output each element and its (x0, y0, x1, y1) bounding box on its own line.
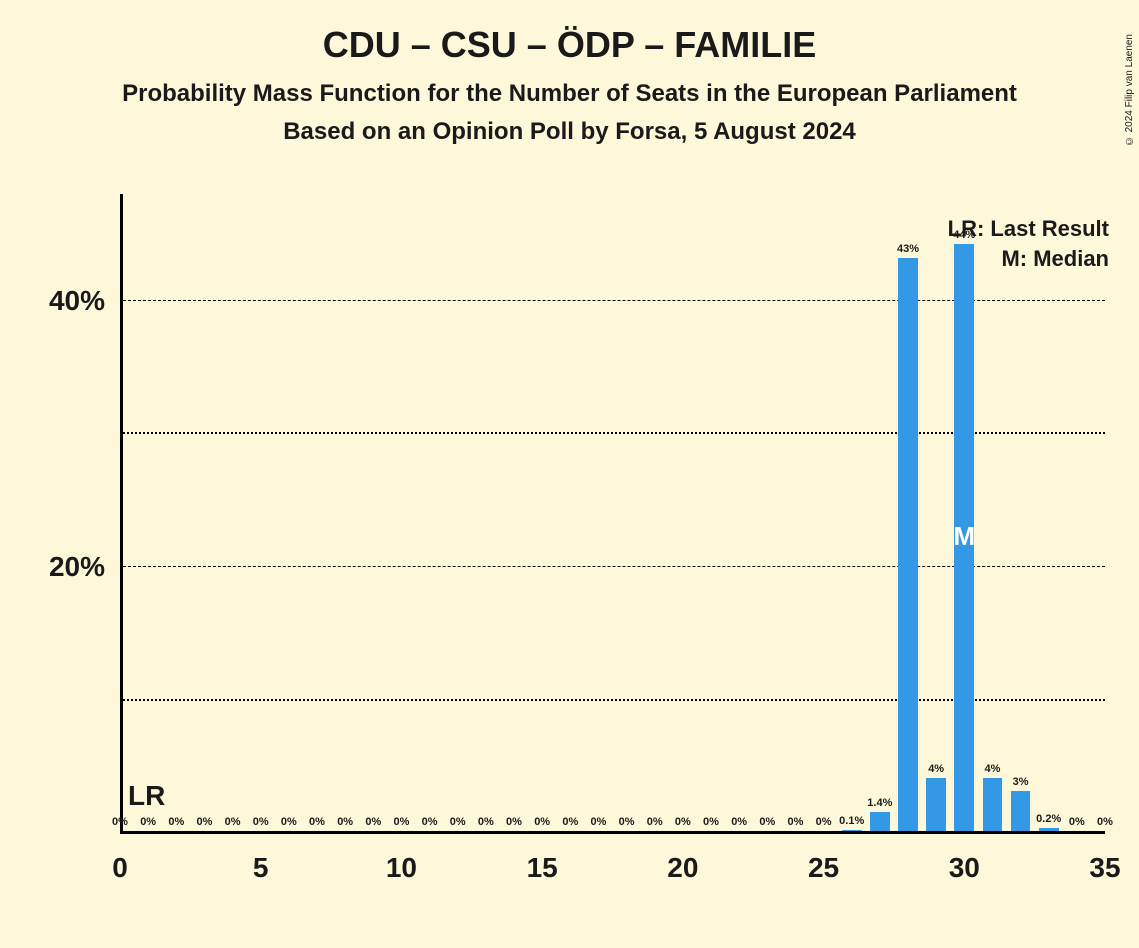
bar-value-label: 0% (112, 816, 128, 828)
bar-value-label: 0% (196, 816, 212, 828)
bar-value-label: 0% (168, 816, 184, 828)
bar-value-label: 0.2% (1036, 813, 1061, 825)
bar-value-label: 0% (140, 816, 156, 828)
chart-plot-area: 20%40%051015202530350%0%0%0%0%0%0%0%0%0%… (120, 234, 1105, 834)
bar (842, 830, 862, 831)
bar (870, 812, 890, 831)
bar-value-label: 0% (731, 816, 747, 828)
x-axis (120, 831, 1105, 834)
x-tick-label: 30 (949, 852, 980, 884)
chart-subtitle-2: Based on an Opinion Poll by Forsa, 5 Aug… (0, 118, 1139, 146)
bar-value-label: 0% (365, 816, 381, 828)
bar-value-label: 0% (506, 816, 522, 828)
x-tick-label: 25 (808, 852, 839, 884)
bar (1011, 791, 1031, 831)
y-tick-label: 20% (5, 551, 105, 583)
bar (1039, 828, 1059, 831)
x-tick-label: 15 (527, 852, 558, 884)
bar-value-label: 0% (647, 816, 663, 828)
bar-value-label: 0% (816, 816, 832, 828)
copyright-text: © 2024 Filip van Laenen (1124, 34, 1135, 146)
chart-subtitle-1: Probability Mass Function for the Number… (0, 80, 1139, 108)
lr-marker: LR (128, 780, 165, 812)
bar-value-label: 0% (787, 816, 803, 828)
y-axis (120, 194, 123, 834)
bar-value-label: 4% (928, 763, 944, 775)
bar-value-label: 0% (759, 816, 775, 828)
bar (926, 778, 946, 831)
bar-value-label: 0% (309, 816, 325, 828)
bar-value-label: 0% (225, 816, 241, 828)
x-tick-label: 20 (667, 852, 698, 884)
bar-value-label: 0% (703, 816, 719, 828)
y-tick-label: 40% (5, 285, 105, 317)
bar-value-label: 0% (337, 816, 353, 828)
bar-value-label: 44% (953, 229, 975, 241)
chart-title: CDU – CSU – ÖDP – FAMILIE (0, 24, 1139, 66)
bar-value-label: 3% (1013, 776, 1029, 788)
bar-value-label: 0% (675, 816, 691, 828)
x-tick-label: 35 (1089, 852, 1120, 884)
bar-value-label: 0% (422, 816, 438, 828)
bar-value-label: 0% (253, 816, 269, 828)
bar-value-label: 1.4% (867, 797, 892, 809)
bar-value-label: 43% (897, 243, 919, 255)
bar-value-label: 0% (281, 816, 297, 828)
bar-value-label: 0% (1097, 816, 1113, 828)
bar (898, 258, 918, 831)
bar-value-label: 0% (1069, 816, 1085, 828)
bar-value-label: 0% (619, 816, 635, 828)
bar-value-label: 4% (984, 763, 1000, 775)
x-tick-label: 5 (253, 852, 269, 884)
bar (983, 778, 1003, 831)
bar-value-label: 0% (393, 816, 409, 828)
x-tick-label: 0 (112, 852, 128, 884)
bar-value-label: 0% (590, 816, 606, 828)
median-marker: M (953, 521, 975, 552)
bar-value-label: 0.1% (839, 815, 864, 827)
x-tick-label: 10 (386, 852, 417, 884)
bar-value-label: 0% (450, 816, 466, 828)
bar-value-label: 0% (478, 816, 494, 828)
bar-value-label: 0% (534, 816, 550, 828)
bar-value-label: 0% (562, 816, 578, 828)
